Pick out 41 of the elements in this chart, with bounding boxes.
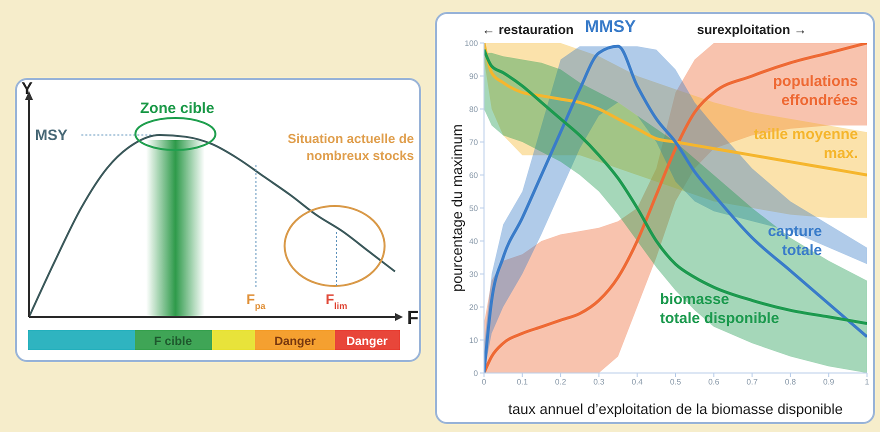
y-tick-label: 90 — [469, 72, 479, 81]
x-tick-label: 0 — [482, 378, 487, 387]
x-tick-label: 0.5 — [670, 378, 682, 387]
text: Danger — [346, 334, 388, 348]
x-axis-title: F — [407, 308, 419, 329]
text: F cible — [154, 334, 192, 348]
y-tick-label: 100 — [464, 38, 479, 48]
x-tick-label: 0.6 — [708, 378, 720, 387]
y-tick-label: 80 — [469, 104, 479, 114]
x-tick-label: 0.9 — [823, 378, 835, 387]
series-label: taille moyenne max. — [754, 125, 858, 163]
y-tick-label: 50 — [469, 204, 479, 213]
line-series — [484, 48, 867, 325]
text: Zone cible — [140, 100, 214, 117]
y-tick-label: 10 — [469, 336, 479, 345]
x-tick-label: 0.8 — [784, 378, 797, 387]
x-axis-title: taux annuel d’exploitation de la biomasse disponible — [508, 402, 843, 418]
ref-line-label: MSY — [35, 127, 68, 144]
series-label: populations effondrées — [773, 72, 858, 110]
x-tick-label: 0.2 — [555, 378, 567, 387]
x-tick-label: 0.4 — [632, 378, 644, 387]
text: surexploitation → — [697, 22, 807, 37]
text: ← restauration — [482, 22, 574, 37]
x-tick-label: 0.3 — [593, 378, 606, 387]
y-tick-label: 30 — [469, 270, 479, 279]
x-tick-label: 0.7 — [746, 378, 758, 387]
y-tick-label: 0 — [474, 368, 479, 378]
line-series — [484, 43, 867, 176]
annotation: Situation actuelle de nombreux stocks — [286, 130, 414, 164]
annotation: F$_{lim}$ — [326, 291, 348, 311]
annotation: F$_{pa}$ — [246, 291, 266, 311]
x-tick-label: 1 — [864, 378, 870, 387]
y-tick-label: 70 — [469, 138, 479, 147]
x-tick-label: 0.1 — [516, 378, 528, 387]
y-tick-label: 40 — [469, 236, 479, 246]
y-tick-label: 60 — [469, 170, 479, 180]
y-tick-label: 20 — [469, 302, 479, 312]
text: Danger — [274, 334, 316, 348]
annotation: MMSY — [584, 17, 636, 37]
y-axis-title: pourcentage du maximum — [450, 124, 466, 292]
y-axis-title: Y — [21, 79, 34, 98]
